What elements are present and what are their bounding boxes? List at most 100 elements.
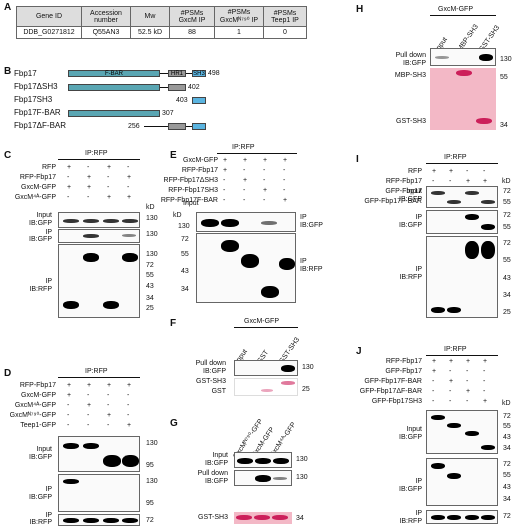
construct-label: Fbp17ΔF-BAR (14, 121, 67, 130)
blot-label: IP (45, 278, 52, 285)
condition-label: GxcM-GFP (21, 184, 56, 191)
condition-sign: - (466, 168, 469, 175)
blot-label: IP (415, 510, 422, 517)
condition-sign: - (67, 422, 70, 429)
condition-label: GFP-Fbp17 (385, 188, 422, 195)
kd-marker: 55 (181, 251, 189, 258)
blot-label: IB:GFP (399, 486, 422, 493)
ip-label: IP:RFP (85, 368, 108, 375)
ip-label: IP:RFP (232, 144, 255, 151)
condition-sign: + (483, 358, 488, 365)
table-cell: DDB_G0271812 (16, 26, 82, 39)
kd-marker: 25 (146, 305, 154, 312)
blot-pulldown-gfp (234, 470, 292, 486)
kd-marker: 43 (181, 268, 189, 275)
blot-label: GST-SH3 (396, 118, 426, 125)
table-cell: 0 (263, 26, 307, 39)
blot-label: IB:RFP (399, 518, 422, 525)
kd-marker: 25 (302, 386, 310, 393)
panel-label-h: H (356, 4, 364, 15)
blot-label: IB:GFP (205, 460, 228, 467)
condition-sign: + (107, 164, 112, 171)
ip-label: IP:RFP (85, 150, 108, 157)
condition-sign: - (483, 378, 486, 385)
kd-marker: 95 (146, 462, 154, 469)
panel-label-e: E (170, 150, 177, 161)
blot-ip-gfp (196, 212, 296, 232)
blot-label: IB:GFP (399, 434, 422, 441)
table-cell: 1 (214, 26, 264, 39)
blot-ip-rfp (58, 244, 140, 318)
condition-label: RFP-Fbp17SH3 (168, 187, 218, 194)
condition-sign: - (67, 402, 70, 409)
panel-title: GxcM-GFP (438, 6, 473, 13)
condition-sign: - (432, 178, 435, 185)
blot-label: IB:GFP (29, 236, 52, 243)
condition-sign: + (87, 184, 92, 191)
condition-label: RFP-Fbp17 (19, 174, 56, 181)
kd-marker: 130 (296, 456, 308, 463)
condition-sign: - (432, 388, 435, 395)
condition-sign: + (432, 358, 437, 365)
condition-label: RFP-Fbp17 (181, 167, 218, 174)
condition-label: RFP-Fbp17F-BAR (160, 197, 218, 204)
blot-pulldown-gfp (430, 48, 496, 66)
blot-label: IB:RFP (29, 286, 52, 293)
kd-marker: 34 (146, 295, 154, 302)
kd-marker: 34 (500, 122, 508, 129)
blot-input-gfp (234, 452, 292, 468)
ip-label: IP:RFP (444, 346, 467, 353)
table-header: Gene ID (16, 6, 82, 27)
kd-marker: 55 (503, 199, 511, 206)
hr1-domain (168, 84, 186, 91)
condition-sign: - (107, 174, 110, 181)
panel-label-j: J (356, 346, 362, 357)
panel-label-g: G (170, 418, 178, 429)
ip-label: IP:RFP (444, 154, 467, 161)
sh3-domain (192, 123, 206, 130)
condition-sign: + (67, 184, 72, 191)
condition-sign: + (263, 187, 268, 194)
blot-label: Input (36, 446, 52, 453)
condition-sign: - (483, 388, 486, 395)
blot-label: IP (45, 229, 52, 236)
residue-end: 498 (208, 70, 220, 77)
panel-label-a: A (4, 2, 12, 13)
condition-sign: + (107, 412, 112, 419)
condition-sign: - (483, 368, 486, 375)
condition-label: RFP (42, 164, 56, 171)
kd-marker: 43 (503, 484, 511, 491)
condition-sign: + (449, 378, 454, 385)
table-header: Mw (130, 6, 170, 27)
blot-label: IB:GFP (29, 454, 52, 461)
condition-sign: + (466, 178, 471, 185)
blot-ip-gfp (58, 229, 140, 243)
blot-label: IP (300, 258, 307, 265)
condition-sign: + (67, 164, 72, 171)
condition-sign: + (283, 157, 288, 164)
condition-sign: - (449, 178, 452, 185)
condition-sign: + (432, 168, 437, 175)
blot-input-gfp (58, 212, 140, 228)
kd-label: kD (173, 212, 182, 219)
panel-title: GxcM-GFP (244, 318, 279, 325)
blot-label: IB:GFP (399, 222, 422, 229)
blot-label: IP (415, 266, 422, 273)
condition-sign: - (87, 392, 90, 399)
kd-marker: 130 (146, 440, 158, 447)
kd-marker: 55 (503, 257, 511, 264)
condition-sign: - (283, 167, 286, 174)
blot-input-gfp (58, 436, 140, 472)
blot-label: IB:GFP (205, 478, 228, 485)
condition-sign: - (263, 167, 266, 174)
blot-label: GST-SH3 (198, 514, 228, 521)
condition-sign: - (87, 422, 90, 429)
condition-sign: - (127, 412, 130, 419)
condition-sign: + (223, 167, 228, 174)
kd-marker: 95 (146, 500, 154, 507)
hr1-domain (168, 123, 186, 130)
blot-label: IP (300, 214, 307, 221)
kd-marker: 34 (503, 292, 511, 299)
sh3-domain (192, 97, 206, 104)
kd-marker: 130 (500, 56, 512, 63)
